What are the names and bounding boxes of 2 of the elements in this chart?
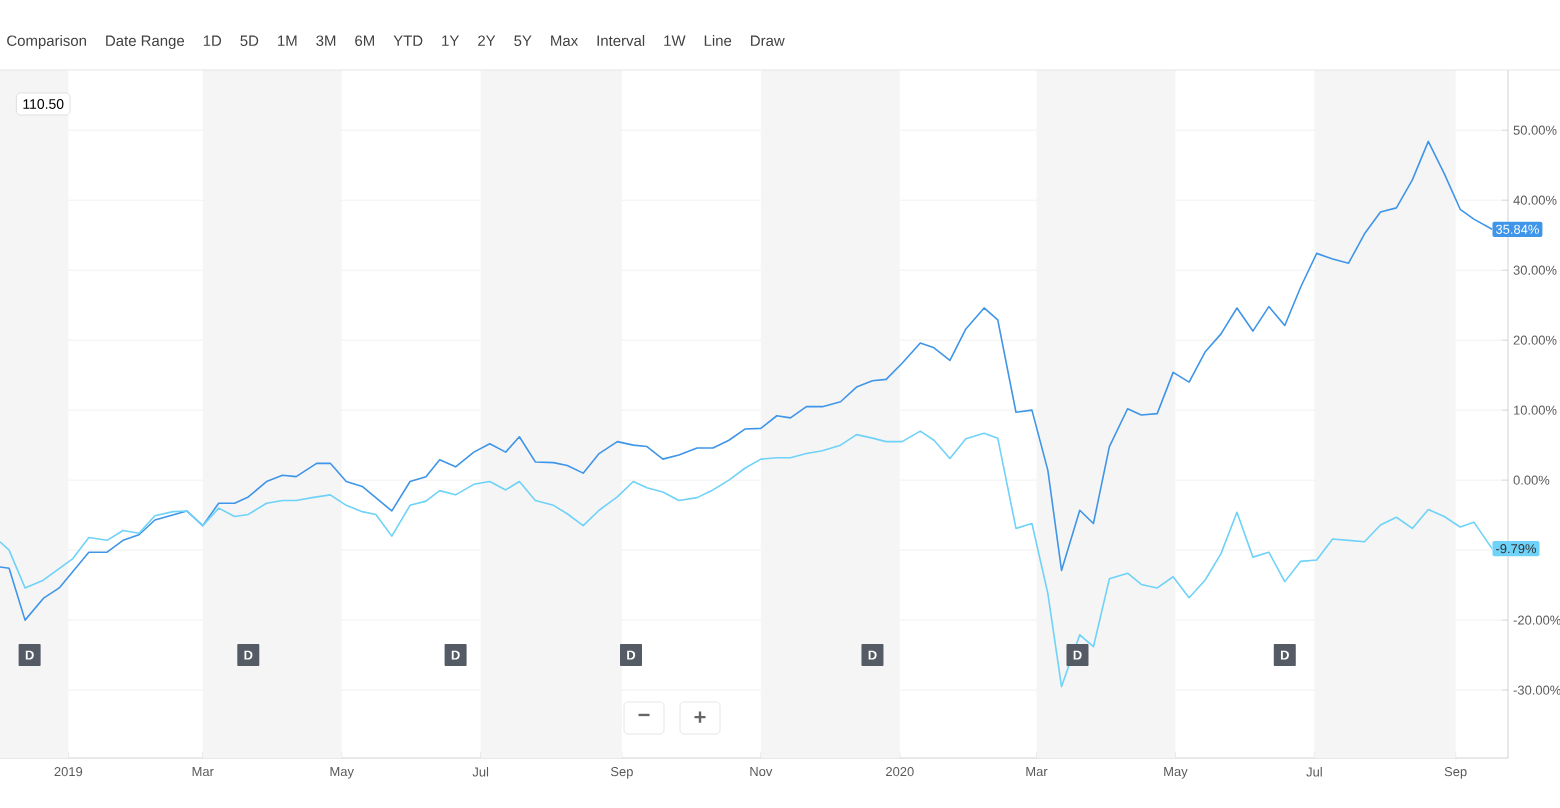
annotation: + — [694, 711, 706, 723]
annotation: − — [638, 713, 650, 717]
